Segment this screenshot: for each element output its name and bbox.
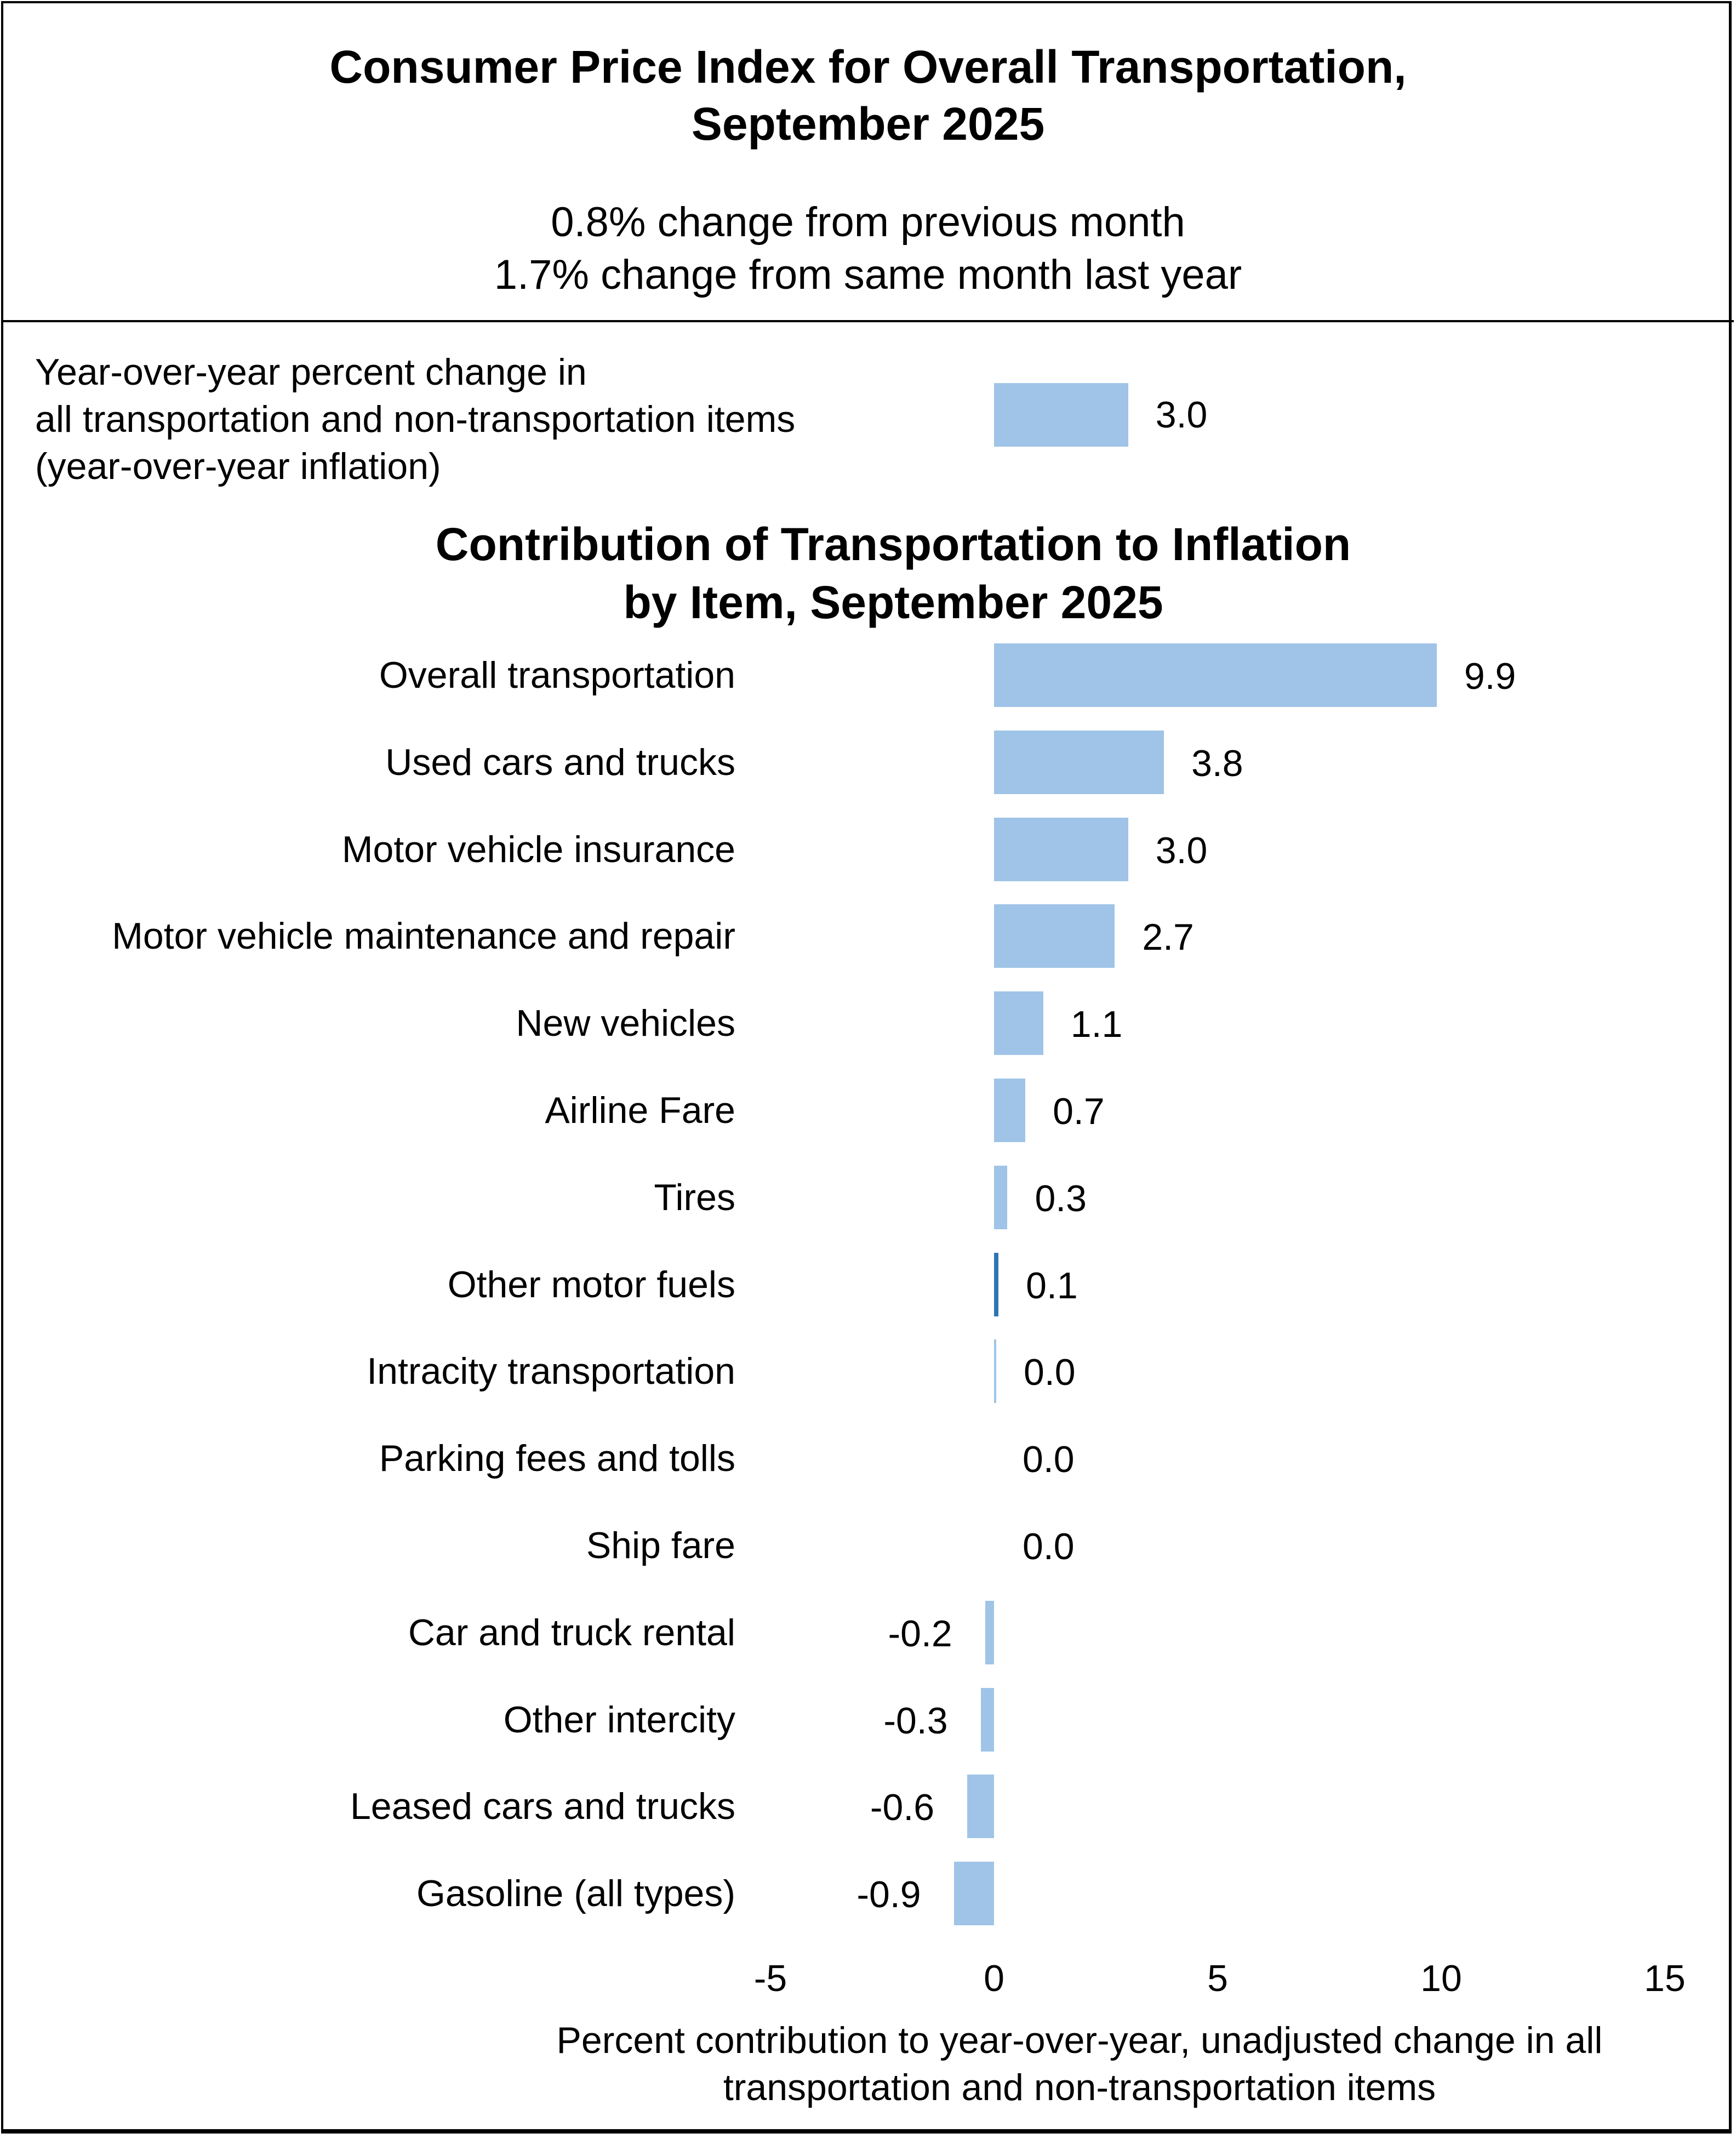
value-label: 0.0 [1024, 1351, 1076, 1394]
bar [980, 1687, 994, 1752]
category-label: Car and truck rental [408, 1611, 735, 1653]
category-label: Gasoline (all types) [416, 1873, 735, 1915]
bar [994, 817, 1128, 881]
title-line-1: Consumer Price Index for Overall Transpo… [329, 41, 1407, 93]
value-label: 3.8 [1191, 742, 1243, 784]
value-label: 0.7 [1053, 1091, 1105, 1132]
x-axis-label-line-1: Percent contribution to year-over-year, … [556, 2020, 1603, 2061]
header-divider [1, 320, 1734, 322]
bar [985, 1600, 994, 1664]
value-label: -0.2 [888, 1612, 952, 1655]
value-label: -0.6 [870, 1787, 935, 1829]
page-title: Consumer Price Index for Overall Transpo… [0, 38, 1736, 152]
category-label: Parking fees and tolls [379, 1438, 735, 1480]
bar [994, 1079, 1026, 1142]
category-label: Leased cars and trucks [350, 1786, 735, 1828]
bar [994, 643, 1437, 707]
bar [994, 991, 1043, 1056]
value-label: 0.3 [1035, 1177, 1087, 1219]
chart-title-line-2: by Item, September 2025 [623, 577, 1163, 628]
x-tick-label: -5 [753, 1958, 787, 1999]
yoy-label-line-3: (year-over-year inflation) [35, 446, 441, 487]
x-tick-label: 5 [1207, 1958, 1228, 1999]
chart-title: Contribution of Transportation to Inflat… [0, 515, 1736, 631]
yoy-label-line-2: all transportation and non-transportatio… [35, 398, 796, 440]
monthly-change-text: 0.8% change from previous month [551, 199, 1185, 246]
bar [994, 1252, 999, 1316]
category-label: Intracity transportation [367, 1350, 735, 1393]
category-label: Other motor fuels [447, 1263, 735, 1305]
bar [994, 1339, 996, 1404]
value-label: 0.1 [1026, 1264, 1078, 1307]
value-label: -0.3 [883, 1699, 948, 1742]
yoy-label-line-1: Year-over-year percent change in [35, 351, 587, 393]
bar [994, 1165, 1008, 1229]
x-axis-label-line-2: transportation and non-transportation it… [723, 2067, 1436, 2108]
title-line-2: September 2025 [691, 98, 1045, 150]
value-label: 0.0 [1023, 1439, 1075, 1481]
yoy-inflation-value: 3.0 [1155, 394, 1208, 436]
x-tick-label: 0 [984, 1958, 1004, 1999]
category-label: Used cars and trucks [385, 741, 735, 783]
yoy-inflation-bar [994, 383, 1128, 447]
summary-stats: 0.8% change from previous month 1.7% cha… [0, 196, 1736, 301]
value-label: -0.9 [856, 1874, 921, 1916]
value-label: 0.0 [1023, 1526, 1075, 1567]
value-label: 1.1 [1070, 1003, 1123, 1046]
category-label: Overall transportation [379, 654, 735, 696]
category-label: Airline Fare [545, 1090, 735, 1131]
bar [953, 1862, 994, 1926]
yoy-inflation-label: Year-over-year percent change in all tra… [35, 349, 912, 490]
value-label: 3.0 [1155, 829, 1208, 871]
yearly-change-text: 1.7% change from same month last year [494, 252, 1242, 298]
category-label: Tires [654, 1176, 735, 1218]
category-label: New vehicles [516, 1002, 735, 1045]
x-tick-label: 10 [1420, 1958, 1462, 1999]
x-tick-label: 15 [1644, 1958, 1686, 1999]
bar [967, 1775, 994, 1839]
value-label: 9.9 [1464, 655, 1516, 697]
category-label: Motor vehicle maintenance and repair [112, 915, 735, 957]
category-label: Other intercity [503, 1698, 735, 1741]
category-label: Ship fare [586, 1525, 735, 1566]
category-label: Motor vehicle insurance [341, 828, 735, 870]
x-axis-label: Percent contribution to year-over-year, … [493, 2017, 1666, 2111]
chart-title-line-1: Contribution of Transportation to Inflat… [435, 518, 1351, 570]
bar [994, 904, 1115, 968]
value-label: 2.7 [1142, 916, 1194, 959]
bar [994, 730, 1164, 794]
